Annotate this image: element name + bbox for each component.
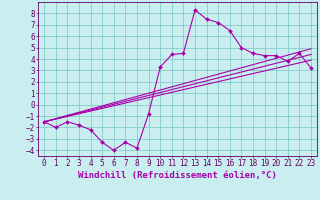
X-axis label: Windchill (Refroidissement éolien,°C): Windchill (Refroidissement éolien,°C)	[78, 171, 277, 180]
